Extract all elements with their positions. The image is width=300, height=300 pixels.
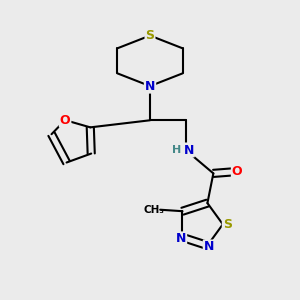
Text: CH₃: CH₃	[143, 205, 164, 215]
Text: O: O	[60, 114, 70, 127]
Text: O: O	[232, 165, 242, 178]
Text: H: H	[172, 145, 182, 155]
Text: N: N	[184, 143, 194, 157]
Text: N: N	[204, 241, 214, 254]
Text: N: N	[145, 80, 155, 93]
Text: N: N	[176, 232, 186, 245]
Text: S: S	[223, 218, 232, 231]
Text: S: S	[146, 29, 154, 42]
